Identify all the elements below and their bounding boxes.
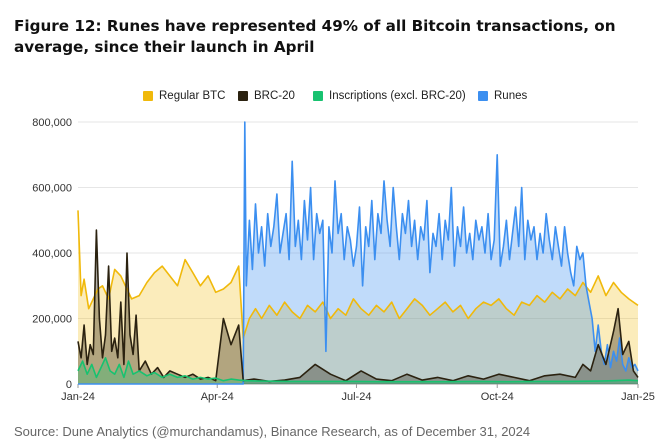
series-line-regular_btc bbox=[77, 210, 639, 339]
legend-swatch-runes bbox=[478, 91, 488, 101]
x-tick-label: Oct-24 bbox=[481, 391, 514, 403]
y-tick-label: 400,000 bbox=[32, 248, 72, 260]
series-area-regular_btc bbox=[78, 210, 638, 384]
legend-item-brc20: BRC-20 bbox=[238, 90, 295, 102]
series-line-inscriptions bbox=[77, 356, 639, 383]
y-tick-label: 0 bbox=[66, 379, 72, 391]
y-tick-label: 200,000 bbox=[32, 314, 72, 326]
chart-legend: Regular BTC BRC-20 Inscriptions (excl. B… bbox=[0, 90, 668, 108]
legend-label-regular-btc: Regular BTC bbox=[159, 90, 226, 102]
legend-item-inscriptions: Inscriptions (excl. BRC-20) bbox=[313, 90, 466, 102]
x-tick-label: Apr-24 bbox=[201, 391, 234, 403]
legend-item-runes: Runes bbox=[478, 90, 527, 102]
x-tick-label: Jan-25 bbox=[621, 391, 655, 403]
y-tick-label: 800,000 bbox=[32, 117, 72, 129]
chart-title: Figure 12: Runes have represented 49% of… bbox=[14, 17, 616, 56]
legend-item-regular-btc: Regular BTC bbox=[143, 90, 225, 102]
legend-swatch-regular-btc bbox=[143, 91, 153, 101]
legend-label-runes: Runes bbox=[494, 90, 528, 102]
series-line-brc20 bbox=[77, 229, 639, 383]
x-tick-label: Jan-24 bbox=[61, 391, 95, 403]
source-note: Source: Dune Analytics (@murchandamus), … bbox=[14, 424, 531, 439]
legend-swatch-brc20 bbox=[238, 91, 248, 101]
legend-swatch-inscriptions bbox=[313, 91, 323, 101]
y-tick-label: 600,000 bbox=[32, 183, 72, 195]
series-area-brc20 bbox=[78, 230, 638, 384]
series-line-runes bbox=[78, 121, 639, 385]
legend-label-inscriptions: Inscriptions (excl. BRC-20) bbox=[329, 90, 466, 102]
x-tick-label: Jul-24 bbox=[341, 391, 371, 403]
legend-label-brc20: BRC-20 bbox=[254, 90, 295, 102]
